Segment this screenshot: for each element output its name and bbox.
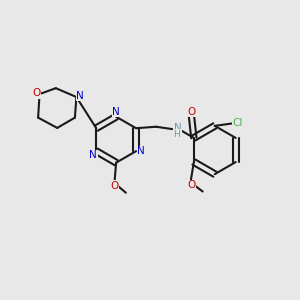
- Text: Cl: Cl: [232, 118, 243, 128]
- Text: N: N: [89, 150, 97, 160]
- Text: H: H: [174, 130, 180, 139]
- Text: O: O: [188, 180, 196, 190]
- Text: O: O: [110, 181, 118, 190]
- Text: O: O: [32, 88, 40, 98]
- Text: N: N: [112, 107, 120, 117]
- Text: O: O: [188, 107, 196, 117]
- Text: N: N: [137, 146, 145, 156]
- Text: N: N: [76, 91, 84, 101]
- Text: N: N: [174, 123, 182, 133]
